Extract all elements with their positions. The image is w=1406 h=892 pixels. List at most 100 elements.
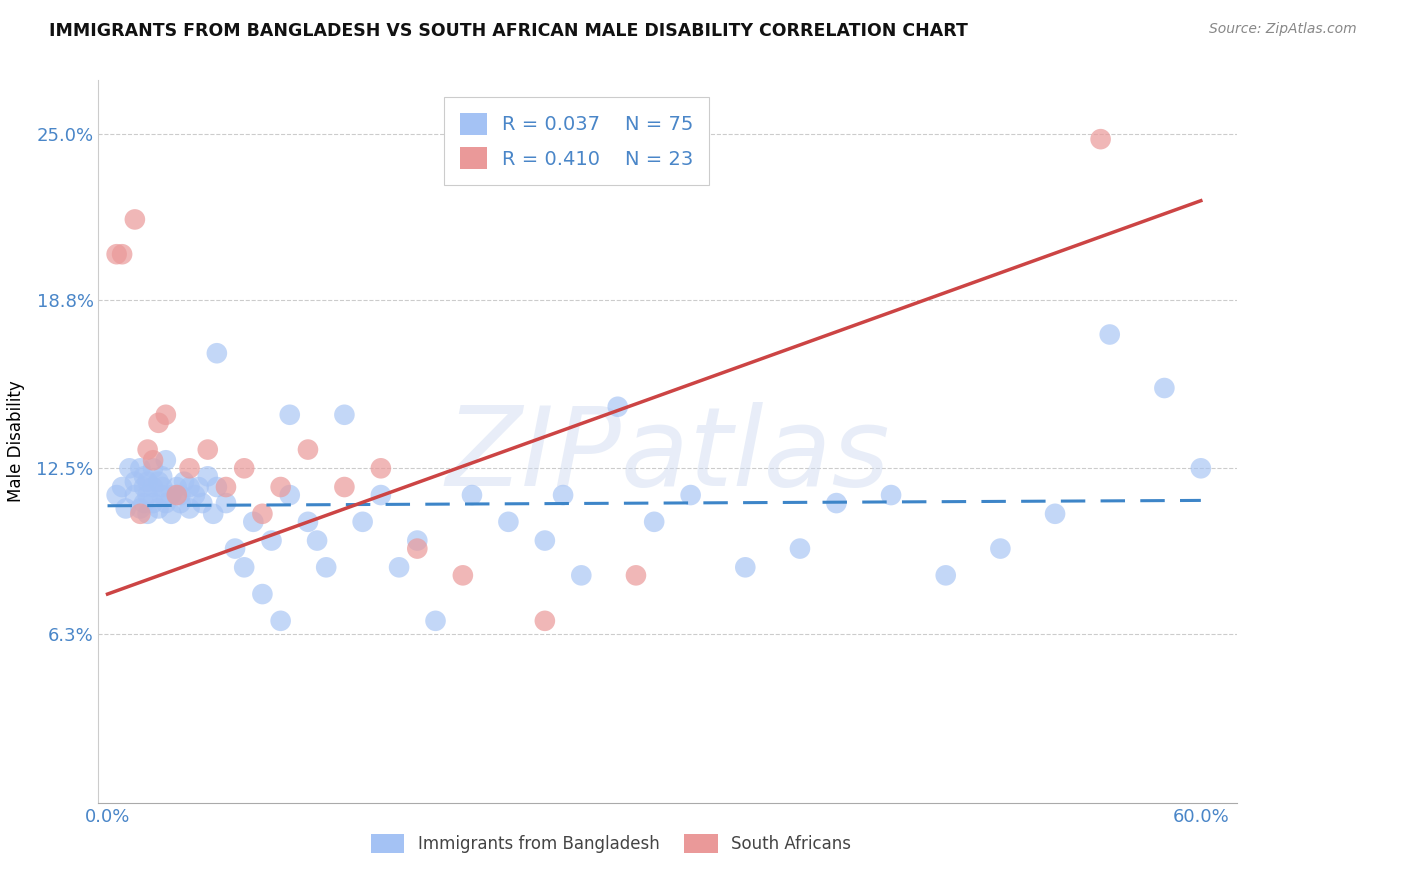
Point xyxy=(132,469,155,483)
Point xyxy=(169,488,191,502)
Point xyxy=(252,587,274,601)
Point xyxy=(111,480,134,494)
Point xyxy=(233,560,256,574)
Point xyxy=(370,488,392,502)
Point xyxy=(132,496,155,510)
Point xyxy=(197,442,219,457)
Point xyxy=(191,496,214,510)
Point xyxy=(1153,381,1175,395)
Point xyxy=(569,568,592,582)
Text: IMMIGRANTS FROM BANGLADESH VS SOUTH AFRICAN MALE DISABILITY CORRELATION CHART: IMMIGRANTS FROM BANGLADESH VS SOUTH AFRI… xyxy=(49,22,969,40)
Point xyxy=(252,507,274,521)
Legend: Immigrants from Bangladesh, South Africans: Immigrants from Bangladesh, South Africa… xyxy=(364,827,858,860)
Point xyxy=(179,480,201,494)
Point xyxy=(136,475,159,489)
Point xyxy=(136,442,159,457)
Point xyxy=(105,488,128,502)
Point xyxy=(315,560,337,574)
Point xyxy=(370,461,392,475)
Point xyxy=(534,614,557,628)
Point xyxy=(534,533,557,548)
Point xyxy=(169,496,191,510)
Point xyxy=(111,247,134,261)
Point xyxy=(278,408,301,422)
Point xyxy=(1043,507,1066,521)
Point xyxy=(202,507,225,521)
Point xyxy=(114,501,136,516)
Point xyxy=(406,533,429,548)
Point xyxy=(129,501,152,516)
Point xyxy=(155,453,177,467)
Point xyxy=(307,533,329,548)
Point xyxy=(224,541,246,556)
Point xyxy=(233,461,256,475)
Point xyxy=(425,614,447,628)
Y-axis label: Male Disability: Male Disability xyxy=(7,381,25,502)
Point xyxy=(155,408,177,422)
Point xyxy=(187,480,209,494)
Point xyxy=(297,515,319,529)
Point xyxy=(333,408,356,422)
Point xyxy=(551,488,574,502)
Point xyxy=(118,461,141,475)
Point xyxy=(150,469,173,483)
Point xyxy=(734,560,756,574)
Point xyxy=(124,475,146,489)
Point xyxy=(880,488,903,502)
Point xyxy=(150,488,173,502)
Point xyxy=(155,496,177,510)
Point xyxy=(132,480,155,494)
Point xyxy=(1189,461,1212,475)
Point xyxy=(148,501,170,516)
Text: ZIPatlas: ZIPatlas xyxy=(446,402,890,509)
Point xyxy=(789,541,811,556)
Point xyxy=(461,488,484,502)
Point xyxy=(1090,132,1112,146)
Point xyxy=(150,480,173,494)
Point xyxy=(179,501,201,516)
Point xyxy=(643,515,665,529)
Point xyxy=(166,488,188,502)
Point xyxy=(297,442,319,457)
Point xyxy=(105,247,128,261)
Point xyxy=(173,475,195,489)
Point xyxy=(1098,327,1121,342)
Point xyxy=(142,480,165,494)
Point xyxy=(242,515,264,529)
Point xyxy=(935,568,957,582)
Point xyxy=(166,480,188,494)
Point xyxy=(260,533,283,548)
Point xyxy=(148,416,170,430)
Point xyxy=(160,507,183,521)
Point xyxy=(606,400,628,414)
Point xyxy=(388,560,411,574)
Point xyxy=(215,480,238,494)
Point xyxy=(197,469,219,483)
Point xyxy=(129,461,152,475)
Point xyxy=(624,568,647,582)
Point xyxy=(124,212,146,227)
Point xyxy=(990,541,1012,556)
Point xyxy=(160,488,183,502)
Point xyxy=(129,507,152,521)
Point xyxy=(406,541,429,556)
Point xyxy=(184,488,207,502)
Point xyxy=(451,568,474,582)
Point xyxy=(679,488,702,502)
Point xyxy=(352,515,374,529)
Point xyxy=(215,496,238,510)
Point xyxy=(136,507,159,521)
Point xyxy=(136,488,159,502)
Point xyxy=(498,515,520,529)
Point xyxy=(333,480,356,494)
Point xyxy=(270,480,292,494)
Point xyxy=(825,496,848,510)
Point xyxy=(142,496,165,510)
Point xyxy=(142,461,165,475)
Point xyxy=(148,475,170,489)
Point xyxy=(205,346,228,360)
Point xyxy=(270,614,292,628)
Point xyxy=(179,461,201,475)
Text: Source: ZipAtlas.com: Source: ZipAtlas.com xyxy=(1209,22,1357,37)
Point xyxy=(124,488,146,502)
